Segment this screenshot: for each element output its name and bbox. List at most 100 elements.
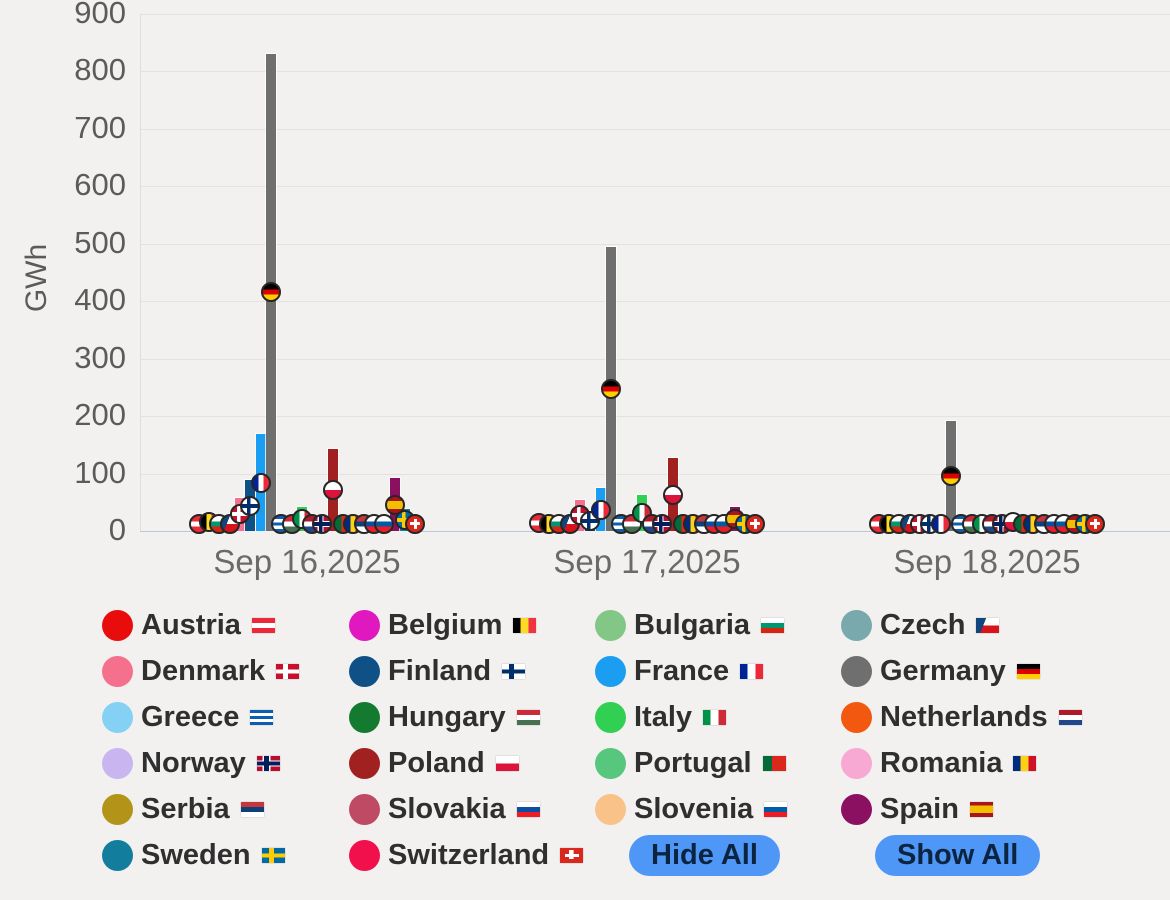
legend-flag-austria-icon: [251, 617, 275, 633]
legend-color-dot: [349, 655, 380, 687]
legend-flag-hungary-icon: [516, 709, 540, 725]
legend-color-dot: [595, 793, 626, 825]
flag-france-icon: [930, 514, 951, 534]
legend-flag-poland-icon: [495, 755, 519, 771]
flag-germany-icon: [600, 379, 621, 400]
chart-plot-area: 0 100 200 300 400 500 600 700 800 900 GWh Sep 16,…: [20, 0, 1170, 580]
flag-switzerland-icon: [745, 514, 766, 534]
legend-flag-sweden-icon: [261, 847, 285, 863]
legend: Austria Belgium Bulgaria Czech Denmark Finlan…: [102, 602, 1087, 878]
legend-item-greece[interactable]: Greece: [102, 701, 349, 734]
legend-item-france[interactable]: France: [595, 655, 841, 688]
legend-color-dot: [595, 747, 626, 779]
legend-label: Italy: [634, 700, 693, 733]
legend-item-poland[interactable]: Poland: [349, 747, 595, 780]
legend-flag-netherlands-icon: [1058, 709, 1082, 725]
legend-flag-spain-icon: [969, 801, 993, 817]
legend-item-netherlands[interactable]: Netherlands: [841, 701, 1087, 734]
legend-color-dot: [841, 747, 872, 779]
legend-label: Switzerland: [388, 838, 550, 871]
legend-flag-slovenia-icon: [764, 801, 788, 817]
flag-norway-icon: [312, 514, 333, 534]
legend-color-dot: [841, 793, 872, 825]
y-tick-label: 700: [74, 109, 126, 145]
flag-germany-icon: [260, 282, 281, 303]
legend-item-denmark[interactable]: Denmark: [102, 655, 349, 688]
legend-label: Serbia: [141, 792, 230, 825]
gridline: [140, 14, 1170, 15]
legend-color-dot: [102, 701, 133, 733]
gridline: [140, 186, 1170, 188]
legend-item-spain[interactable]: Spain: [841, 793, 1087, 826]
legend-label: Austria: [141, 608, 241, 641]
legend-color-dot: [841, 655, 872, 687]
legend-color-dot: [102, 609, 133, 641]
legend-label: Bulgaria: [634, 608, 751, 641]
legend-label: Norway: [141, 746, 246, 779]
flag-norway-icon: [652, 514, 673, 534]
legend-label: Sweden: [141, 838, 251, 871]
y-tick-label: 800: [74, 52, 126, 88]
legend-item-sweden[interactable]: Sweden: [102, 839, 349, 872]
legend-item-czech[interactable]: Czech: [841, 609, 1087, 642]
legend-item-slovakia[interactable]: Slovakia: [349, 793, 595, 826]
flag-slovenia-icon: [374, 514, 395, 534]
legend-color-dot: [102, 747, 133, 779]
legend-flag-bulgaria-icon: [761, 617, 785, 633]
legend-item-bulgaria[interactable]: Bulgaria: [595, 609, 841, 642]
gridline: [140, 128, 1170, 130]
legend-label: Hungary: [388, 700, 506, 733]
flag-switzerland-icon: [1085, 514, 1106, 534]
legend-flag-portugal-icon: [762, 755, 786, 771]
legend-flag-switzerland-icon: [560, 847, 584, 863]
legend-label: Slovenia: [634, 792, 754, 825]
legend-color-dot: [102, 839, 133, 871]
legend-label: Spain: [880, 792, 959, 825]
legend-flag-denmark-icon: [276, 663, 300, 679]
legend-label: Czech: [880, 608, 966, 641]
legend-flag-slovakia-icon: [516, 801, 540, 817]
legend-item-portugal[interactable]: Portugal: [595, 747, 841, 780]
y-axis-line: [140, 14, 141, 531]
legend-item-belgium[interactable]: Belgium: [349, 609, 595, 642]
legend-item-romania[interactable]: Romania: [841, 747, 1087, 780]
gridline: [140, 358, 1170, 360]
legend-label: Poland: [388, 746, 485, 779]
legend-item-italy[interactable]: Italy: [595, 701, 841, 734]
show-all-button[interactable]: Show All: [875, 834, 1041, 876]
legend-flag-czech-icon: [976, 617, 1000, 633]
legend-item-germany[interactable]: Germany: [841, 655, 1087, 688]
legend-label: Finland: [388, 654, 492, 687]
legend-color-dot: [349, 609, 380, 641]
legend-item-serbia[interactable]: Serbia: [102, 793, 349, 826]
legend-flag-serbia-icon: [240, 801, 264, 817]
flag-france-icon: [250, 472, 271, 493]
legend-item-finland[interactable]: Finland: [349, 655, 595, 688]
flag-germany-icon: [940, 466, 961, 487]
legend-color-dot: [102, 655, 133, 687]
legend-color-dot: [595, 701, 626, 733]
category-label-sep-17-2025: Sep 17,2025: [553, 543, 741, 580]
legend-item-norway[interactable]: Norway: [102, 747, 349, 780]
legend-color-dot: [595, 655, 626, 687]
legend-item-austria[interactable]: Austria: [102, 609, 349, 642]
legend-item-switzerland[interactable]: Switzerland: [349, 839, 595, 872]
y-tick-label: 300: [74, 339, 126, 375]
flag-finland-icon: [240, 495, 261, 516]
category-label-sep-18-2025: Sep 18,2025: [893, 543, 1081, 580]
legend-flag-belgium-icon: [513, 617, 537, 633]
legend-flag-romania-icon: [1013, 755, 1037, 771]
gridline: [140, 416, 1170, 418]
legend-label: Germany: [880, 654, 1006, 687]
legend-color-dot: [349, 747, 380, 779]
legend-flag-norway-icon: [256, 755, 280, 771]
hide-all-button[interactable]: Hide All: [629, 834, 780, 876]
legend-item-hungary[interactable]: Hungary: [349, 701, 595, 734]
legend-item-slovenia[interactable]: Slovenia: [595, 793, 841, 826]
legend-flag-germany-icon: [1016, 663, 1040, 679]
legend-flag-finland-icon: [502, 663, 526, 679]
legend-color-dot: [595, 609, 626, 641]
legend-label: Greece: [141, 700, 240, 733]
category-label-sep-16-2025: Sep 16,2025: [213, 543, 401, 580]
y-tick-label: 900: [74, 0, 126, 30]
